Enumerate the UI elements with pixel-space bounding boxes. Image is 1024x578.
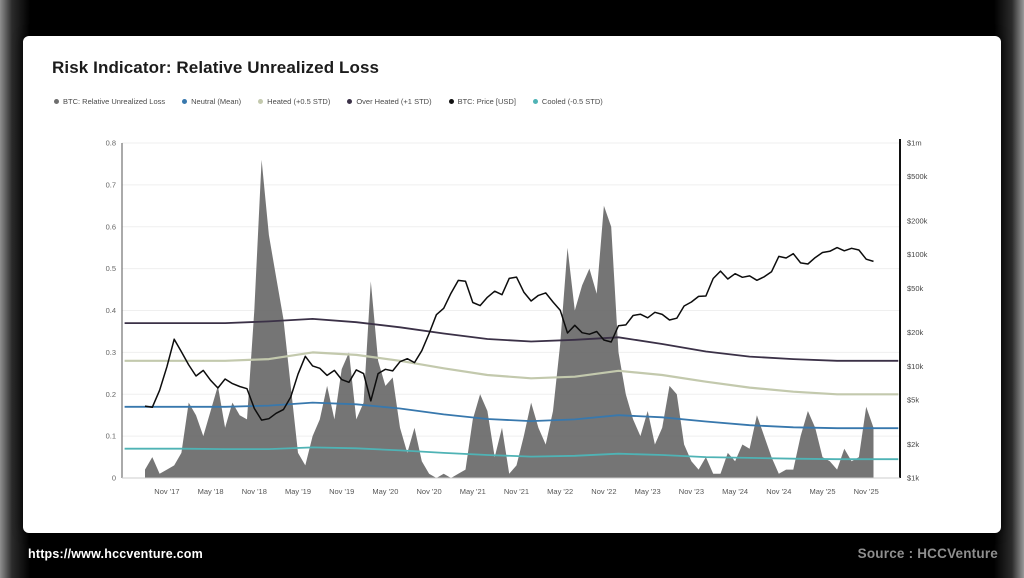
legend-label: Over Heated (+1 STD) bbox=[356, 97, 432, 106]
x-axis-tick-label: Nov '23 bbox=[679, 487, 704, 496]
band-line bbox=[124, 317, 899, 362]
right-axis-tick-label: $50k bbox=[907, 284, 924, 293]
x-axis-tick-label: May '25 bbox=[809, 487, 835, 496]
x-axis-tick-label: May '23 bbox=[635, 487, 661, 496]
legend-swatch-icon bbox=[347, 99, 353, 104]
chart-canvas: 0 0.1 0.2 0.3 0.4 0.5 0.6 0.7 0.8 $1k $2k $5k $10k $2… bbox=[106, 139, 928, 497]
legend-swatch-icon bbox=[258, 99, 264, 104]
footer-source-label: Source : HCCVenture bbox=[857, 546, 998, 561]
legend-label: Neutral (Mean) bbox=[191, 97, 242, 106]
right-axis-tick-label: $100k bbox=[907, 250, 928, 259]
band-line bbox=[124, 446, 899, 461]
x-axis-tick-label: Nov '20 bbox=[416, 487, 441, 496]
x-axis-tick-label: Nov '18 bbox=[242, 487, 267, 496]
right-axis-tick-label: $200k bbox=[907, 217, 928, 226]
x-axis-tick-label: May '22 bbox=[547, 487, 573, 496]
x-axis-tick-label: Nov '21 bbox=[504, 487, 529, 496]
right-axis-tick-label: $5k bbox=[907, 395, 919, 404]
x-axis-tick-label: May '21 bbox=[460, 487, 486, 496]
legend-label: BTC: Price [USD] bbox=[457, 97, 516, 106]
x-axis-tick-label: Nov '17 bbox=[154, 487, 179, 496]
footer-url-link[interactable]: https://www.hccventure.com bbox=[28, 547, 203, 561]
x-axis-tick-label: May '19 bbox=[285, 487, 311, 496]
left-axis-tick-label: 0.2 bbox=[106, 390, 116, 399]
right-axis-tick-label: $10k bbox=[907, 362, 924, 371]
legend-swatch-icon bbox=[532, 99, 538, 104]
left-axis-tick-label: 0.1 bbox=[106, 432, 116, 441]
x-axis-tick-label: Nov '25 bbox=[854, 487, 879, 496]
legend-label: Heated (+0.5 STD) bbox=[267, 97, 331, 106]
right-axis-tick-label: $500k bbox=[907, 172, 928, 181]
left-axis-tick-label: 0.4 bbox=[106, 306, 116, 315]
legend-item[interactable]: Over Heated (+1 STD) bbox=[347, 97, 432, 106]
legend-item[interactable]: BTC: Price [USD] bbox=[448, 97, 516, 106]
unrealized-loss-area bbox=[145, 159, 874, 479]
x-axis-tick-label: May '18 bbox=[198, 487, 224, 496]
legend-item[interactable]: Neutral (Mean) bbox=[182, 97, 241, 106]
right-axis-tick-label: $20k bbox=[907, 328, 924, 337]
band-line bbox=[124, 351, 899, 396]
x-axis-tick-label: May '20 bbox=[372, 487, 398, 496]
right-axis-tick-label: $2k bbox=[907, 440, 919, 449]
btc-price-line bbox=[144, 246, 874, 421]
band-line bbox=[124, 401, 899, 430]
chart-card: Risk Indicator: Relative Unrealized Loss… bbox=[23, 36, 1001, 533]
x-axis-tick-label: Nov '22 bbox=[591, 487, 616, 496]
legend-swatch-icon bbox=[182, 99, 188, 104]
right-axis-tick-label: $1m bbox=[907, 139, 922, 148]
right-axis-tick-label: $1k bbox=[907, 474, 919, 483]
left-axis-tick-label: 0.8 bbox=[106, 139, 116, 148]
x-axis-tick-label: May '24 bbox=[722, 487, 748, 496]
left-axis-tick-label: 0.6 bbox=[106, 222, 116, 231]
legend-item[interactable]: BTC: Relative Unrealized Loss bbox=[54, 97, 165, 106]
chart-legend: BTC: Relative Unrealized Loss Neutral (Me… bbox=[54, 97, 603, 106]
chart-title: Risk Indicator: Relative Unrealized Loss bbox=[52, 58, 380, 77]
x-axis-tick-label: Nov '19 bbox=[329, 487, 354, 496]
left-axis-tick-label: 0 bbox=[112, 474, 116, 483]
left-axis-tick-label: 0.3 bbox=[106, 348, 116, 357]
legend-swatch-icon bbox=[54, 99, 59, 104]
legend-item[interactable]: Cooled (-0.5 STD) bbox=[532, 97, 603, 106]
legend-label: Cooled (-0.5 STD) bbox=[541, 97, 603, 106]
legend-item[interactable]: Heated (+0.5 STD) bbox=[258, 97, 330, 106]
left-axis-tick-label: 0.7 bbox=[106, 180, 116, 189]
left-axis-tick-label: 0.5 bbox=[106, 264, 116, 273]
legend-label: BTC: Relative Unrealized Loss bbox=[63, 97, 166, 106]
legend-swatch-icon bbox=[448, 99, 454, 104]
x-axis-tick-label: Nov '24 bbox=[766, 487, 791, 496]
